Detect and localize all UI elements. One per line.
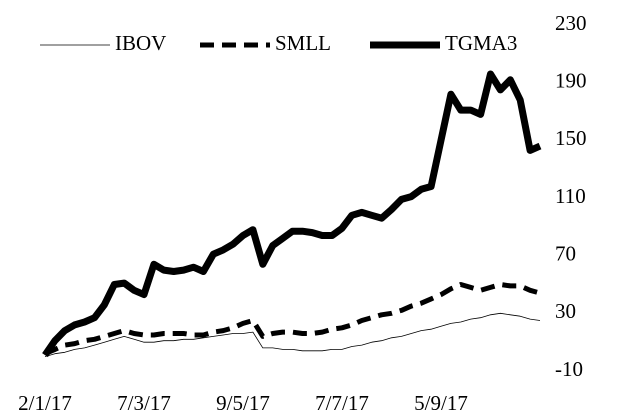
x-tick-label: 2/1/17 bbox=[18, 391, 72, 415]
series-line bbox=[42, 70, 542, 358]
legend-label: TGMA3 bbox=[445, 31, 517, 55]
y-tick-label: 30 bbox=[555, 299, 576, 323]
x-tick-label: 9/5/17 bbox=[216, 391, 270, 415]
y-tick-label: 230 bbox=[555, 11, 587, 35]
x-tick-label: 7/3/17 bbox=[117, 391, 171, 415]
legend-label: SMLL bbox=[275, 31, 331, 55]
legend-label: IBOV bbox=[115, 31, 166, 55]
y-tick-label: 150 bbox=[555, 126, 587, 150]
y-tick-label: 190 bbox=[555, 68, 587, 92]
y-tick-label: 110 bbox=[555, 184, 586, 208]
x-tick-label: 7/7/17 bbox=[315, 391, 369, 415]
series-line bbox=[44, 282, 541, 356]
x-tick-label: 5/9/17 bbox=[414, 391, 468, 415]
y-tick-label: 70 bbox=[555, 241, 576, 265]
y-tick-label: -10 bbox=[555, 357, 583, 381]
series-line bbox=[44, 312, 541, 357]
